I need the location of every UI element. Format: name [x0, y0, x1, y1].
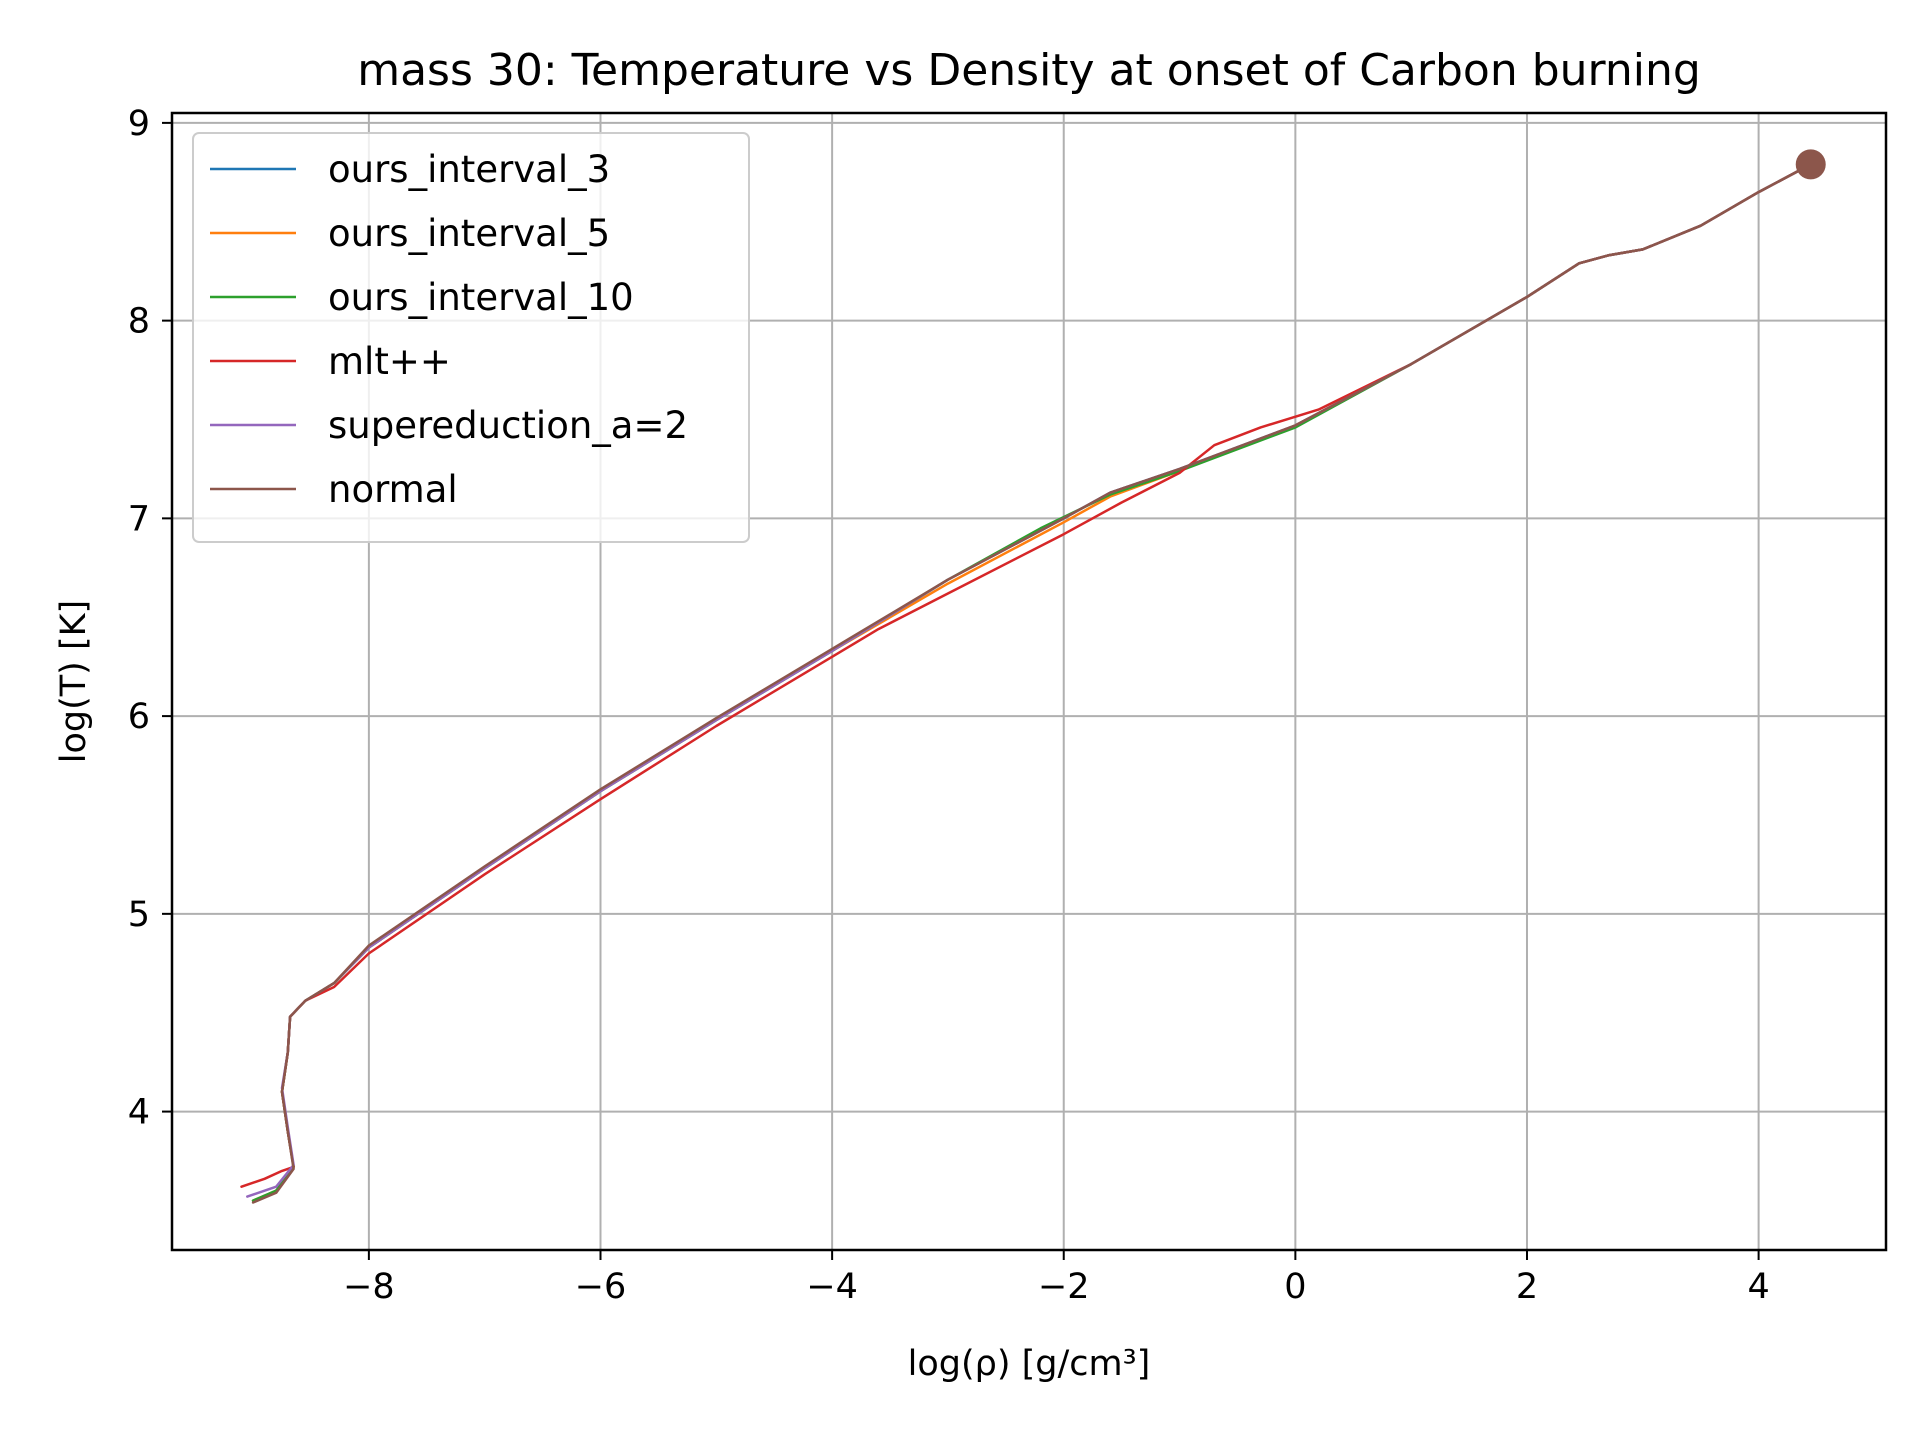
legend-label: mlt++: [328, 340, 451, 383]
legend-label: supereduction_a=2: [328, 404, 688, 447]
y-tick-label: 7: [128, 499, 150, 539]
chart-title: mass 30: Temperature vs Density at onset…: [357, 45, 1701, 96]
plot-frame: [170, 111, 1888, 1252]
legend-label: ours_interval_10: [328, 276, 634, 319]
x-tick-label: −4: [806, 1267, 858, 1307]
legend-label: ours_interval_3: [328, 148, 610, 191]
y-tick-label: 6: [128, 697, 150, 737]
legend-box: [192, 132, 750, 543]
y-tick-label: 9: [128, 104, 150, 144]
y-axis-label: log(T) [K]: [54, 600, 94, 763]
x-tick-label: −6: [575, 1267, 627, 1307]
legend: ours_interval_3 ours_interval_5 ours_inter…: [192, 132, 750, 543]
grid: [172, 113, 1886, 1250]
x-tick-label: 2: [1516, 1267, 1538, 1307]
y-tick-label: 8: [128, 302, 150, 342]
series-line-normal: [251, 163, 1812, 1204]
y-tick-label: 4: [128, 1093, 150, 1133]
end-point-marker: [1795, 149, 1826, 180]
series-group: [240, 149, 1826, 1204]
x-tick-label: −8: [343, 1267, 395, 1307]
ticks: −8 −6 −4 −2 0 2 4 4 5 6 7 8 9: [128, 104, 1770, 1307]
x-tick-label: −2: [1038, 1267, 1090, 1307]
x-axis-label: log(ρ) [g/cm³]: [908, 1344, 1151, 1384]
legend-label: ours_interval_5: [328, 212, 610, 255]
y-tick-label: 5: [128, 895, 150, 935]
x-tick-label: 0: [1284, 1267, 1306, 1307]
legend-label: normal: [328, 468, 458, 511]
x-tick-label: 4: [1747, 1267, 1769, 1307]
